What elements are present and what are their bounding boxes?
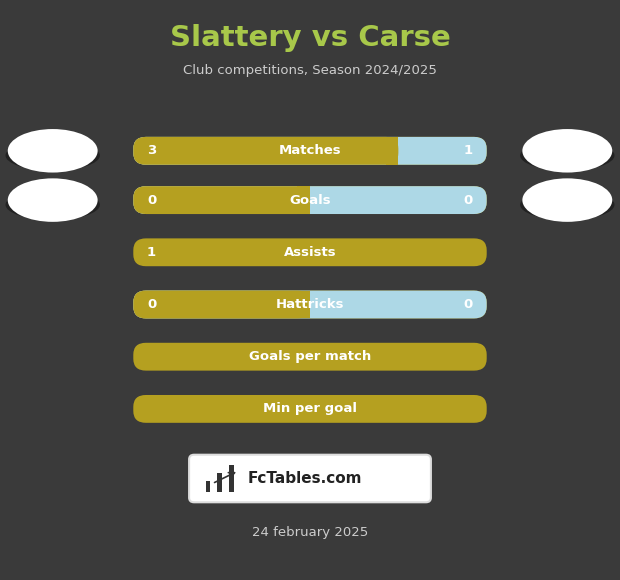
FancyBboxPatch shape: [133, 186, 310, 214]
FancyBboxPatch shape: [133, 137, 487, 165]
Text: 0: 0: [147, 298, 156, 311]
Ellipse shape: [6, 190, 100, 220]
FancyBboxPatch shape: [133, 291, 487, 318]
FancyBboxPatch shape: [133, 291, 310, 318]
Text: 24 february 2025: 24 february 2025: [252, 526, 368, 539]
Text: Assists: Assists: [284, 246, 336, 259]
Text: FcTables.com: FcTables.com: [248, 471, 363, 486]
Bar: [386, 137, 399, 165]
Text: 1: 1: [464, 144, 473, 157]
Ellipse shape: [522, 129, 613, 173]
Text: Goals per match: Goals per match: [249, 350, 371, 363]
Text: Club competitions, Season 2024/2025: Club competitions, Season 2024/2025: [183, 64, 437, 77]
Bar: [206, 481, 211, 492]
Text: 3: 3: [147, 144, 156, 157]
Bar: [298, 186, 310, 214]
Ellipse shape: [8, 178, 98, 222]
Text: Matches: Matches: [278, 144, 342, 157]
Ellipse shape: [8, 129, 98, 173]
Text: Goals: Goals: [289, 194, 331, 206]
Text: Hattricks: Hattricks: [276, 298, 344, 311]
Ellipse shape: [520, 190, 614, 220]
Text: Slattery vs Carse: Slattery vs Carse: [170, 24, 450, 52]
Text: 0: 0: [464, 298, 473, 311]
FancyBboxPatch shape: [133, 137, 487, 165]
FancyBboxPatch shape: [133, 343, 487, 371]
Bar: [229, 465, 234, 492]
FancyBboxPatch shape: [189, 455, 431, 502]
Text: 0: 0: [147, 194, 156, 206]
FancyBboxPatch shape: [133, 395, 487, 423]
Text: Min per goal: Min per goal: [263, 403, 357, 415]
Bar: [218, 473, 223, 492]
Bar: [298, 291, 310, 318]
FancyBboxPatch shape: [133, 186, 487, 214]
FancyBboxPatch shape: [133, 291, 487, 318]
FancyBboxPatch shape: [133, 186, 487, 214]
Text: 1: 1: [147, 246, 156, 259]
Text: 0: 0: [464, 194, 473, 206]
Ellipse shape: [6, 140, 100, 171]
FancyBboxPatch shape: [133, 238, 487, 266]
FancyBboxPatch shape: [133, 137, 399, 165]
Ellipse shape: [522, 178, 613, 222]
Ellipse shape: [520, 140, 614, 171]
